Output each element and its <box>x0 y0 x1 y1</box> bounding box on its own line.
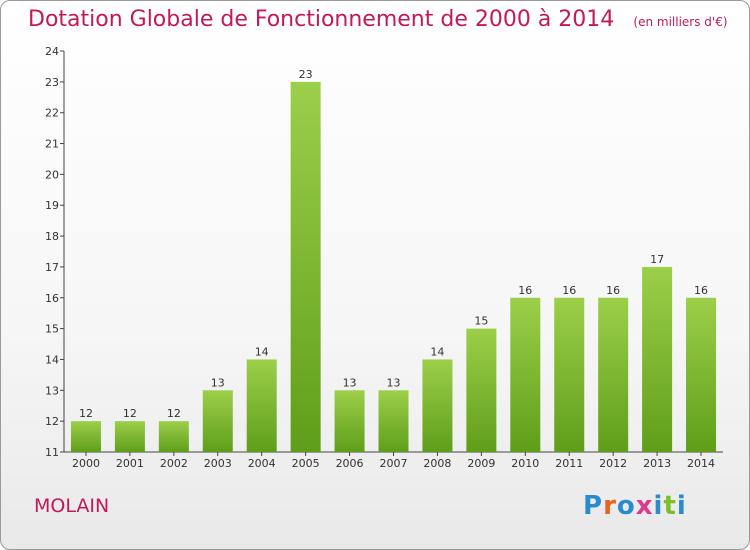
y-tick-label: 11 <box>45 446 59 459</box>
bar-2010 <box>510 297 541 452</box>
logo-letter: i <box>676 491 687 521</box>
y-tick-label: 21 <box>45 138 59 151</box>
bar-2000 <box>70 421 101 452</box>
data-label-2010: 16 <box>518 284 532 297</box>
logo-letter: P <box>583 491 604 521</box>
data-label-2007: 13 <box>387 376 401 389</box>
logo-letter: o <box>616 491 636 521</box>
y-tick-label: 12 <box>45 415 59 428</box>
chart-title: Dotation Globale de Fonctionnement de 20… <box>28 7 615 32</box>
x-tick-label-2013: 2013 <box>643 457 671 470</box>
y-tick-label: 18 <box>45 230 59 243</box>
data-label-2006: 13 <box>343 376 357 389</box>
bar-2003 <box>202 390 233 452</box>
data-label-2013: 17 <box>650 253 664 266</box>
bar-2004 <box>246 359 277 452</box>
y-tick-label: 19 <box>45 199 59 212</box>
x-tick-label-2012: 2012 <box>599 457 627 470</box>
x-tick-label-2011: 2011 <box>555 457 583 470</box>
bar-2006 <box>334 390 365 452</box>
x-tick-label-2007: 2007 <box>380 457 408 470</box>
data-label-2005: 23 <box>299 68 313 81</box>
logo-letter: x <box>635 491 654 521</box>
x-tick-label-2001: 2001 <box>116 457 144 470</box>
x-tick-label-2008: 2008 <box>423 457 451 470</box>
bar-2014 <box>686 297 717 452</box>
x-tick-label-2006: 2006 <box>336 457 364 470</box>
x-tick-label-2014: 2014 <box>687 457 715 470</box>
y-tick-label: 17 <box>45 261 59 274</box>
bar-2013 <box>642 266 673 452</box>
proxiti-logo: Proxiti <box>583 491 687 521</box>
y-tick-label: 13 <box>45 384 59 397</box>
data-label-2000: 12 <box>79 407 93 420</box>
x-tick-label-2003: 2003 <box>204 457 232 470</box>
x-tick-label-2002: 2002 <box>160 457 188 470</box>
commune-name: MOLAIN <box>34 495 110 517</box>
bar-2002 <box>158 421 189 452</box>
data-label-2009: 15 <box>474 315 488 328</box>
data-label-2011: 16 <box>562 284 576 297</box>
chart-subtitle: (en milliers d'€) <box>633 15 728 29</box>
bar-2012 <box>598 297 629 452</box>
y-tick-label: 22 <box>45 107 59 120</box>
logo-letter: r <box>603 491 617 521</box>
x-tick-label-2010: 2010 <box>511 457 539 470</box>
data-label-2012: 16 <box>606 284 620 297</box>
y-tick-label: 16 <box>45 292 59 305</box>
bar-2001 <box>114 421 145 452</box>
bar-2007 <box>378 390 409 452</box>
y-tick-label: 23 <box>45 76 59 89</box>
data-label-2014: 16 <box>694 284 708 297</box>
bars: 12 12 12 13 14 23 13 13 14 15 16 16 16 17 16 <box>70 68 717 452</box>
data-label-2002: 12 <box>167 407 181 420</box>
data-label-2004: 14 <box>255 345 269 358</box>
bar-2005 <box>290 81 321 452</box>
y-tick-label: 14 <box>45 353 59 366</box>
x-tick-label-2004: 2004 <box>248 457 276 470</box>
y-tick-label: 15 <box>45 323 59 336</box>
x-tick-label-2005: 2005 <box>292 457 320 470</box>
y-tick-label: 20 <box>45 168 59 181</box>
bar-2009 <box>466 328 497 452</box>
bar-2008 <box>422 359 453 452</box>
logo-letter: t <box>663 491 677 521</box>
data-label-2001: 12 <box>123 407 137 420</box>
logo-letter: i <box>653 491 664 521</box>
x-tick-label-2009: 2009 <box>467 457 495 470</box>
data-label-2008: 14 <box>430 345 444 358</box>
title-row: Dotation Globale de Fonctionnement de 20… <box>28 7 728 32</box>
x-tick-label-2000: 2000 <box>72 457 100 470</box>
bar-2011 <box>554 297 585 452</box>
y-tick-label: 24 <box>45 45 59 58</box>
axes: 11 12 13 14 15 16 17 18 19 20 21 22 23 24 2000 2001 2002… <box>45 45 723 470</box>
data-label-2003: 13 <box>211 376 225 389</box>
